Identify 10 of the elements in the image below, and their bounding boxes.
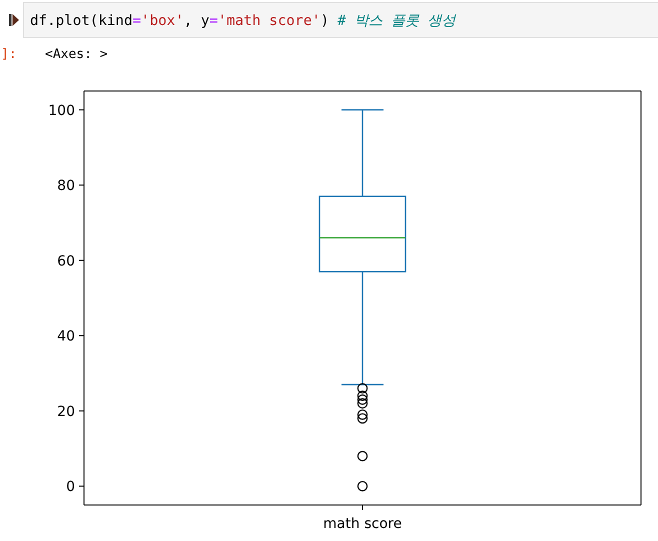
x-tick-label: math score [323, 516, 402, 532]
y-tick-label: 40 [57, 328, 75, 345]
y-tick-label: 80 [57, 178, 75, 194]
y-tick-label: 0 [66, 479, 75, 496]
y-tick-label: 20 [57, 404, 75, 420]
code: df.plot(kind='box', y='math score') # 박스 플롯 생성 [30, 13, 456, 29]
text: <Axes: > [45, 47, 108, 62]
y-tick-label: 100 [48, 102, 75, 119]
y-tick-label: 60 [57, 253, 75, 270]
text: ]: [1, 47, 17, 62]
